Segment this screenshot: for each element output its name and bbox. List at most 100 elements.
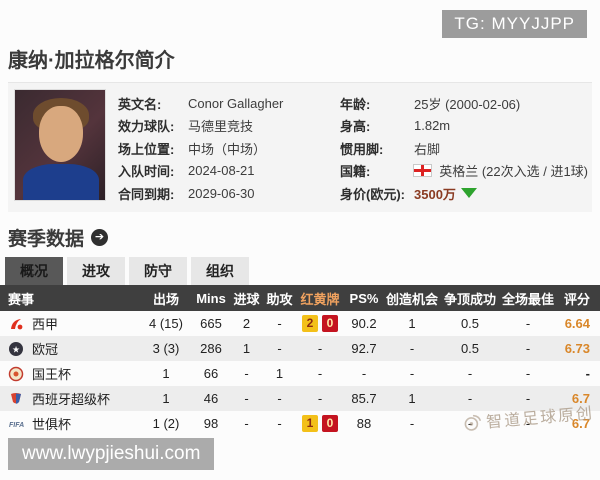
tab-organization[interactable]: 组织 [191, 257, 249, 285]
market-value-text: 3500万 [414, 186, 456, 202]
cell-chances: 1 [384, 386, 440, 411]
cell-apps: 4 (15) [149, 316, 183, 331]
col-aerials-won: 争顶成功 [440, 285, 500, 311]
field-value: Conor Gallagher [188, 95, 284, 111]
cell-pass-success: 85.7 [344, 386, 384, 411]
cell-aerials: - [440, 386, 500, 411]
table-row-ucl: ★ 欧冠 3 (3) 286 1 - - 92.7 - 0.5 - 6.73 [0, 336, 600, 361]
cell-rating: 6.7 [556, 386, 600, 411]
copa-del-rey-icon [8, 366, 24, 381]
tab-defense[interactable]: 防守 [129, 257, 187, 285]
svg-text:FIFA: FIFA [9, 422, 24, 429]
field-label: 合同到期: [118, 186, 175, 202]
field-club: 效力球队: 马德里竞技 [118, 115, 340, 138]
cell-chances: - [409, 366, 415, 381]
value-down-arrow-icon [460, 188, 477, 199]
england-flag-icon [413, 164, 433, 178]
field-age: 年龄: 25岁 (2000-02-06) [340, 92, 588, 115]
profile-fields: 英文名: Conor Gallagher 效力球队: 马德里竞技 场上位置: 中… [118, 92, 588, 205]
field-label: 英文名: [118, 96, 162, 112]
cell-chances: 1 [408, 316, 416, 331]
photo-face-shape [39, 106, 83, 162]
cell-mins: 46 [192, 386, 230, 411]
field-market-value: 身价(欧元): 3500万 [340, 182, 588, 205]
cell-pass-success: 90.2 [351, 316, 377, 331]
cell-cards: - [296, 386, 344, 411]
supercopa-icon [11, 392, 21, 404]
cell-pass-success: 88 [356, 416, 372, 431]
cell-aerials: - [467, 366, 473, 381]
cell-pass-success: 92.7 [344, 336, 384, 361]
cell-rating: 6.64 [564, 316, 590, 331]
cell-apps: 1 (2) [152, 416, 180, 431]
field-label: 场上位置: [118, 141, 175, 157]
field-value: 马德里竞技 [188, 119, 254, 135]
table-row-supercopa: 西班牙超级杯 1 46 - - - 85.7 1 - - 6.7 [0, 386, 600, 411]
red-card-badge: 0 [322, 315, 338, 332]
cell-pass-success: - [361, 366, 367, 381]
cell-assists: - [263, 386, 296, 411]
cell-rating: - [585, 366, 590, 381]
red-card-badge: 0 [322, 415, 338, 432]
field-value: 2029-06-30 [188, 185, 255, 201]
cell-chances: - [409, 416, 415, 431]
season-data-title: 赛季数据 [8, 229, 85, 250]
tab-overview[interactable]: 概况 [5, 257, 63, 285]
col-assists: 助攻 [263, 285, 296, 311]
field-label: 国籍: [340, 164, 371, 180]
tab-attack[interactable]: 进攻 [67, 257, 125, 285]
field-value: 右脚 [414, 141, 441, 157]
field-value: 英格兰 (22次入选 / 进1球) [413, 161, 588, 180]
season-data-heading: 赛季数据 ➔ [8, 224, 109, 251]
col-competition: 赛事 [0, 285, 140, 311]
competition-name: 国王杯 [32, 367, 72, 382]
cell-rating: 6.73 [556, 336, 600, 361]
cell-goals: - [244, 366, 249, 381]
cell-assists: - [277, 316, 282, 331]
table-row-copa-del-rey: 国王杯 1 66 - 1 - - - - - - [0, 361, 600, 386]
cell-apps: 1 [140, 386, 192, 411]
section-arrow-icon[interactable]: ➔ [91, 229, 109, 246]
ucl-icon: ★ [9, 341, 23, 356]
yellow-card-badge: 1 [302, 415, 318, 432]
cell-motm: - [500, 386, 556, 411]
competition-name: 欧冠 [32, 342, 59, 357]
field-label: 年龄: [340, 96, 371, 112]
col-appearances: 出场 [140, 285, 192, 311]
field-nationality: 国籍: 英格兰 (22次入选 / 进1球) [340, 160, 588, 183]
cell-assists: - [277, 416, 282, 431]
field-contract-expiry: 合同到期: 2029-06-30 [118, 182, 340, 205]
cell-assists: 1 [275, 366, 284, 381]
col-minutes: Mins [192, 285, 230, 311]
cell-chances: - [384, 336, 440, 361]
page-title: 康纳·加拉格尔简介 [8, 50, 175, 72]
field-label: 效力球队: [118, 119, 175, 135]
cell-mins: 665 [200, 316, 222, 331]
field-join-date: 入队时间: 2024-08-21 [118, 160, 340, 183]
player-photo [14, 89, 106, 201]
table-header-row: 赛事 出场 Mins 进球 助攻 红黄牌 PS% 创造机会 争顶成功 全场最佳 … [0, 285, 600, 311]
field-label: 身高: [340, 119, 371, 135]
field-height: 身高: 1.82m [340, 115, 588, 138]
profile-fields-left: 英文名: Conor Gallagher 效力球队: 马德里竞技 场上位置: 中… [118, 92, 340, 205]
site-url-watermark: www.lwypjieshui.com [8, 438, 215, 470]
col-chances-created: 创造机会 [384, 285, 440, 311]
stats-tab-bar: 概况 进攻 防守 组织 [5, 257, 249, 285]
field-english-name: 英文名: Conor Gallagher [118, 92, 340, 115]
cell-mins: 98 [203, 416, 219, 431]
cell-goals: - [230, 386, 263, 411]
competition-name: 世俱杯 [32, 417, 72, 432]
col-rating: 评分 [556, 285, 600, 311]
profile-fields-right: 年龄: 25岁 (2000-02-06) 身高: 1.82m 惯用脚: 右脚 国… [340, 92, 588, 205]
cell-aerials: 0.5 [440, 336, 500, 361]
telegram-watermark: TG: MYYJJPP [442, 10, 587, 38]
fifa-icon: FIFA [9, 422, 24, 429]
competition-name: 西甲 [32, 317, 59, 332]
cell-cards: - [317, 366, 323, 381]
player-profile-card: 英文名: Conor Gallagher 效力球队: 马德里竞技 场上位置: 中… [8, 82, 592, 212]
photo-shirt-shape [23, 164, 99, 200]
field-preferred-foot: 惯用脚: 右脚 [340, 137, 588, 160]
field-label: 入队时间: [118, 164, 175, 180]
season-stats-table: 赛事 出场 Mins 进球 助攻 红黄牌 PS% 创造机会 争顶成功 全场最佳 … [0, 285, 600, 436]
